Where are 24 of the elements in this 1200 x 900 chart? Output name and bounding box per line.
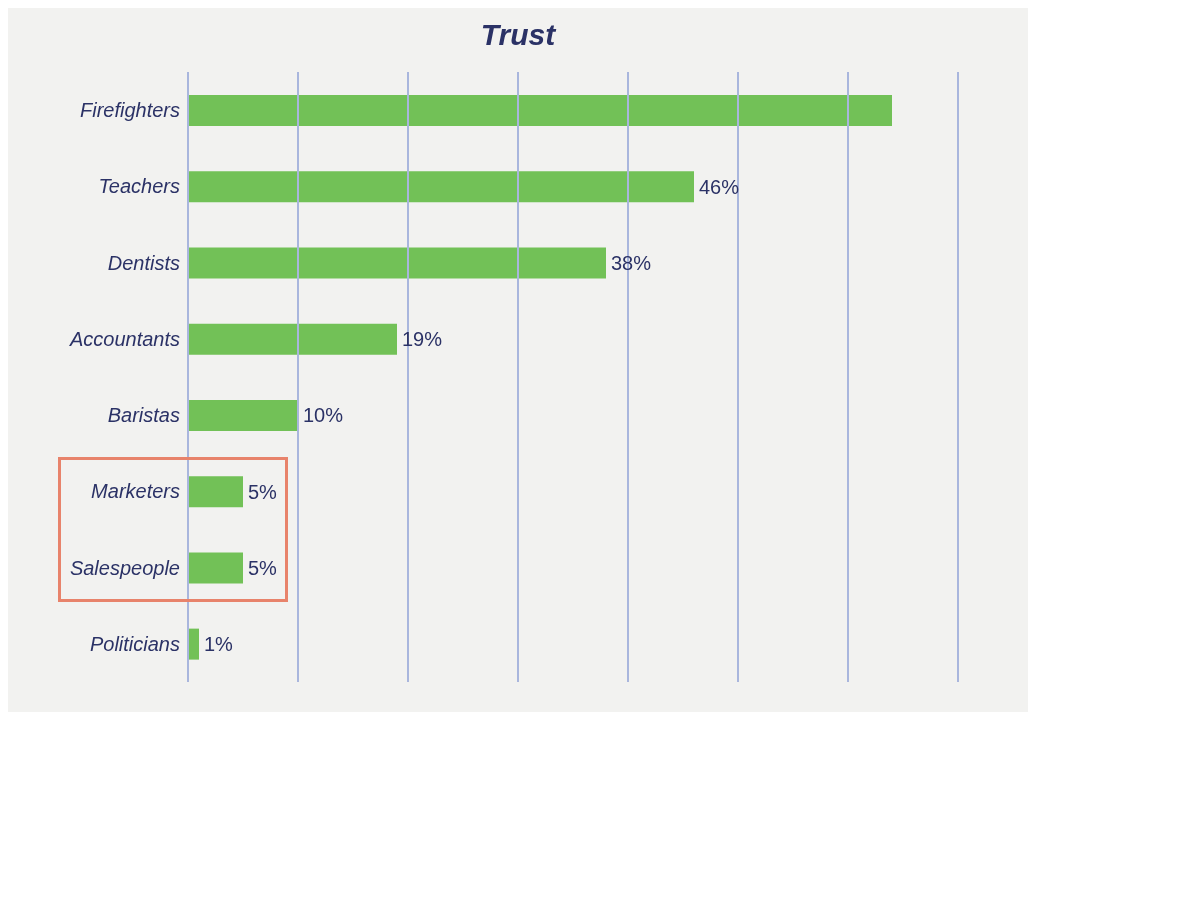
data-label: 19%: [402, 328, 443, 351]
data-label: 5%: [248, 480, 278, 503]
y-tick-label: Politicians: [89, 632, 180, 655]
y-tick-label: Firefighters: [79, 99, 180, 122]
y-tick-label: Dentists: [107, 251, 180, 274]
bar: [188, 171, 694, 203]
bar: [188, 323, 397, 355]
bar: [188, 628, 199, 660]
bar: [188, 94, 892, 126]
data-label: 46%: [699, 175, 740, 198]
y-tick-label: Accountants: [68, 327, 180, 350]
y-tick-label: Marketers: [91, 480, 180, 503]
bar: [188, 247, 606, 279]
bar: [188, 476, 243, 508]
y-tick-label: Salespeople: [69, 556, 180, 579]
data-label: 10%: [303, 404, 344, 427]
data-label: 1%: [204, 633, 234, 656]
data-label: 38%: [611, 251, 652, 274]
y-tick-label: Teachers: [98, 175, 180, 198]
y-tick-label: Baristas: [107, 404, 180, 427]
chart-title: Trust: [479, 18, 558, 52]
data-label: 5%: [248, 556, 278, 579]
bar: [188, 552, 243, 584]
bar: [188, 399, 298, 431]
